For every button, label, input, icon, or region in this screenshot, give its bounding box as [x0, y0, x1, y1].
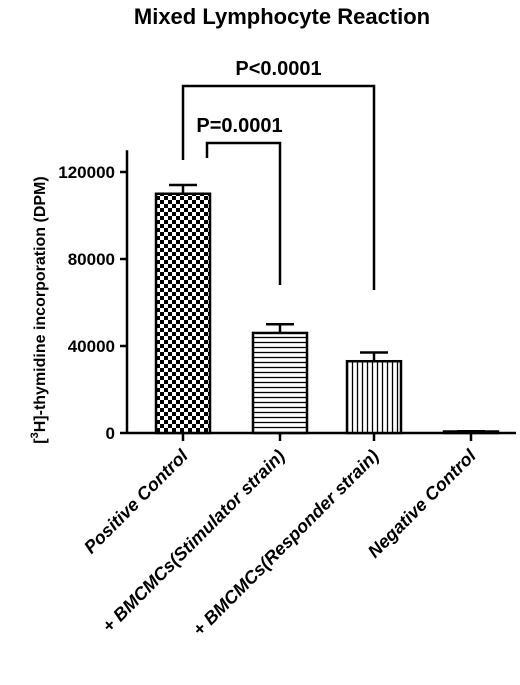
x-tick-label: Positive Control [80, 445, 192, 557]
significance-bracket [181, 84, 376, 290]
significance-bracket [205, 141, 282, 285]
y-axis-label-prefix: [ [32, 438, 49, 444]
chart-title: Mixed Lymphocyte Reaction [134, 4, 430, 29]
y-tick-label: 40000 [68, 337, 115, 356]
x-tick-label: + BMCMCs(Stimulator strain) [98, 446, 289, 637]
x-tick-label: + BMCMCs(Responder strain) [189, 446, 383, 640]
y-axis-label-suffix: H]-thymidine incorporation (DPM) [32, 176, 49, 432]
x-axis-tick-labels: Positive Control+ BMCMCs(Stimulator stra… [80, 445, 480, 640]
p-value-label: P<0.0001 [235, 58, 321, 80]
y-axis-label-superscript: 3 [29, 432, 41, 438]
significance-annotations: P<0.0001 P=0.0001 [181, 58, 376, 290]
bar [345, 359, 403, 435]
y-tick-label: 120000 [58, 163, 115, 182]
bars [154, 183, 500, 435]
y-tick-label: 0 [106, 424, 115, 443]
p-value-label: P=0.0001 [196, 115, 282, 137]
y-tick-label: 80000 [68, 250, 115, 269]
bar [154, 192, 212, 435]
y-axis-label: [3H]-thymidine incorporation (DPM) [29, 176, 49, 443]
x-tick-label: Negative Control [364, 445, 481, 562]
bar [251, 331, 309, 435]
